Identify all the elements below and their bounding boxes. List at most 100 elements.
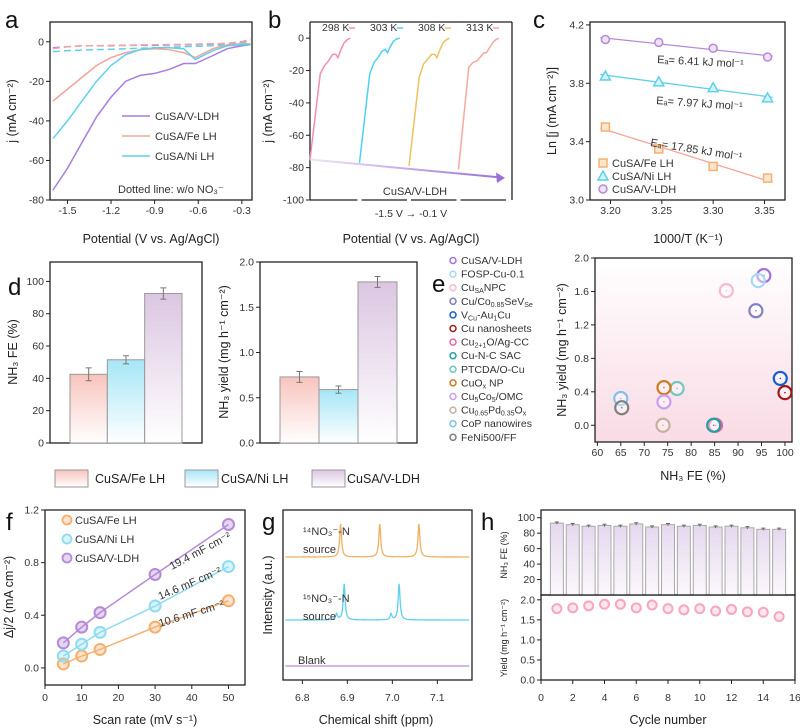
panel-g-ylabel: Intensity (a.u.) <box>261 555 275 634</box>
panel-e-legend-marker <box>449 297 457 306</box>
panel-f-xtick-label: 10 <box>76 692 88 704</box>
panel-e-point-dot <box>662 424 664 427</box>
panel-h-yield-ytick-label: 2.0 <box>520 594 535 606</box>
panel-h-fe-bar <box>772 528 787 596</box>
panel-h-yield-point <box>678 604 690 616</box>
panel-d-yield-ytick-label: 0.5 <box>239 392 254 404</box>
panel-h-yield-point <box>583 600 595 612</box>
panel-a-legend-label: CuSA/Fe LH <box>155 131 217 143</box>
panel-f-xtick-label: 50 <box>223 692 235 704</box>
panel-c-point <box>708 161 718 172</box>
panel-d-yield-ytick-label: 0.0 <box>239 438 254 450</box>
panel-h-fe-bar <box>661 524 675 596</box>
legend-label-part: Pd <box>488 405 501 417</box>
panel-e-xtick-label: 60 <box>592 447 604 459</box>
panel-f-slope-annotation: 10.6 mF cm⁻² <box>157 599 225 630</box>
panel-h-yield-point <box>741 606 753 618</box>
panel-e-xtick-label: 75 <box>662 447 674 459</box>
panel-h-fe-error-bar <box>761 527 766 531</box>
panel-h-fe-error-bar <box>745 526 750 529</box>
panel-c-ytick-label: 3.8 <box>569 78 584 90</box>
legend-label-part: CoP nanowires <box>461 418 532 430</box>
panel-e-point-dot <box>712 424 715 427</box>
panel-d-yield-ytick-label: 1.0 <box>239 347 254 359</box>
panel-c-point <box>706 81 720 93</box>
panel-h-fe-bar <box>676 525 691 596</box>
panel-e-ytick-label: 0.4 <box>574 386 589 398</box>
panel-c-xlabel: 1000/T (K⁻¹) <box>653 232 723 246</box>
panel-c-ytick-label: 3.4 <box>569 136 584 148</box>
panel-e-xtick-label: 85 <box>709 447 721 459</box>
panel-e-legend-marker <box>449 379 457 387</box>
panel-h-yield-ytick-label: 1.5 <box>520 614 535 626</box>
panel-h-fe-bar <box>613 525 628 596</box>
panel-e-legend-label: Cu0.65Pd0.35Ox <box>461 405 527 418</box>
panel-a-ytick-label: -80 <box>29 195 44 207</box>
panel-h-yield-point <box>694 603 706 615</box>
panel-h-yield-point <box>599 598 610 610</box>
panel-h-yield-point <box>614 598 626 610</box>
panel-e-legend-marker <box>449 351 457 360</box>
panel-f-fit-line <box>63 600 229 665</box>
panel-e-point-dot <box>784 391 786 394</box>
panel-c-fit-line <box>600 127 773 184</box>
panel-b-legend-label: 313 K <box>466 22 493 34</box>
panel-label-a: a <box>5 7 19 34</box>
legend-label-part: 5 <box>492 397 496 404</box>
panel-h-fe-ytick-label: 100 <box>517 512 535 524</box>
panel-e-ytick-label: 0.8 <box>574 353 589 365</box>
panel-b-legend-label: 298 K <box>322 22 349 34</box>
panel-h-fe-error-bar <box>650 525 655 529</box>
panel-f-point <box>148 620 162 634</box>
panel-h-fe-bar <box>597 524 612 596</box>
legend-label-part: CuSA/V-LDH <box>461 255 522 267</box>
panel-d-fe-error-bar <box>160 287 167 300</box>
panel-f-point <box>93 642 107 656</box>
panel-g-series-label: ¹⁵NO₃⁻-N <box>303 593 350 605</box>
legend-label-part: O/Ag-CC <box>486 337 529 349</box>
panel-f-point <box>221 594 235 608</box>
legend-label-part: 5 <box>474 397 478 404</box>
panel-e-legend-label: CuSA/V-LDH <box>461 255 522 267</box>
panel-f-xtick-label: 0 <box>42 692 48 704</box>
panel-c-legend-label: CuSA/Fe LH <box>612 158 674 170</box>
panel-c-legend-marker <box>598 158 608 168</box>
panel-e-xlabel: NH₃ FE (%) <box>660 469 726 483</box>
panel-d-fe-ytick-label: 40 <box>32 373 44 385</box>
panel-h-fe-bar <box>565 524 580 596</box>
panel-e-ytick-label: 1.6 <box>574 286 589 298</box>
panel-e-legend-marker <box>449 256 457 265</box>
panel-a-xtick-label: -1.5 <box>58 205 76 217</box>
panel-h-fe-error-bar <box>586 524 591 528</box>
panel-f-slope-annotation: 14.6 mF cm⁻² <box>156 565 223 603</box>
panel-f-point <box>75 649 89 663</box>
panel-h-xlabel: Cycle number <box>629 713 706 727</box>
panel-e-xtick-label: 90 <box>732 447 744 459</box>
legend-label-part: 0.65 <box>474 411 488 418</box>
panel-d-legend-swatch <box>54 469 89 488</box>
panel-d-yield-error-bar <box>374 275 381 288</box>
panel-a-frame <box>49 21 253 201</box>
panel-e-ytick-label: 0.0 <box>574 420 589 432</box>
panel-h-fe-error-bar <box>570 523 575 526</box>
legend-label-part: /OMC <box>496 391 524 403</box>
legend-label-part: Se <box>524 302 533 309</box>
panel-h-fe-error-bar <box>729 524 734 528</box>
panel-e-legend-label: Cu nanosheets <box>461 323 532 335</box>
panel-g-xtick-label: 6.9 <box>340 692 355 704</box>
panel-b-line-298K <box>309 37 351 160</box>
panel-h-fe-error-bar <box>554 521 559 525</box>
panel-h-yield-ytick-label: 0.0 <box>520 675 535 687</box>
panel-c-legend-label: CuSA/V-LDH <box>612 184 676 196</box>
legend-label-part: Cu/Co <box>461 296 491 308</box>
panel-e-legend-label: CoP nanowires <box>461 418 532 430</box>
panel-label-g: g <box>262 509 275 536</box>
panel-e-xtick-label: 100 <box>776 447 794 459</box>
panel-h-xtick-label: 8 <box>665 692 671 704</box>
panel-d-yield-error-bar <box>335 385 342 394</box>
panel-e-legend-marker <box>449 406 457 414</box>
panel-h-fe-bar <box>692 524 707 596</box>
panel-c-point <box>762 52 773 62</box>
panel-h-fe-error-bar <box>713 525 718 529</box>
panel-c-legend-marker <box>596 169 610 181</box>
